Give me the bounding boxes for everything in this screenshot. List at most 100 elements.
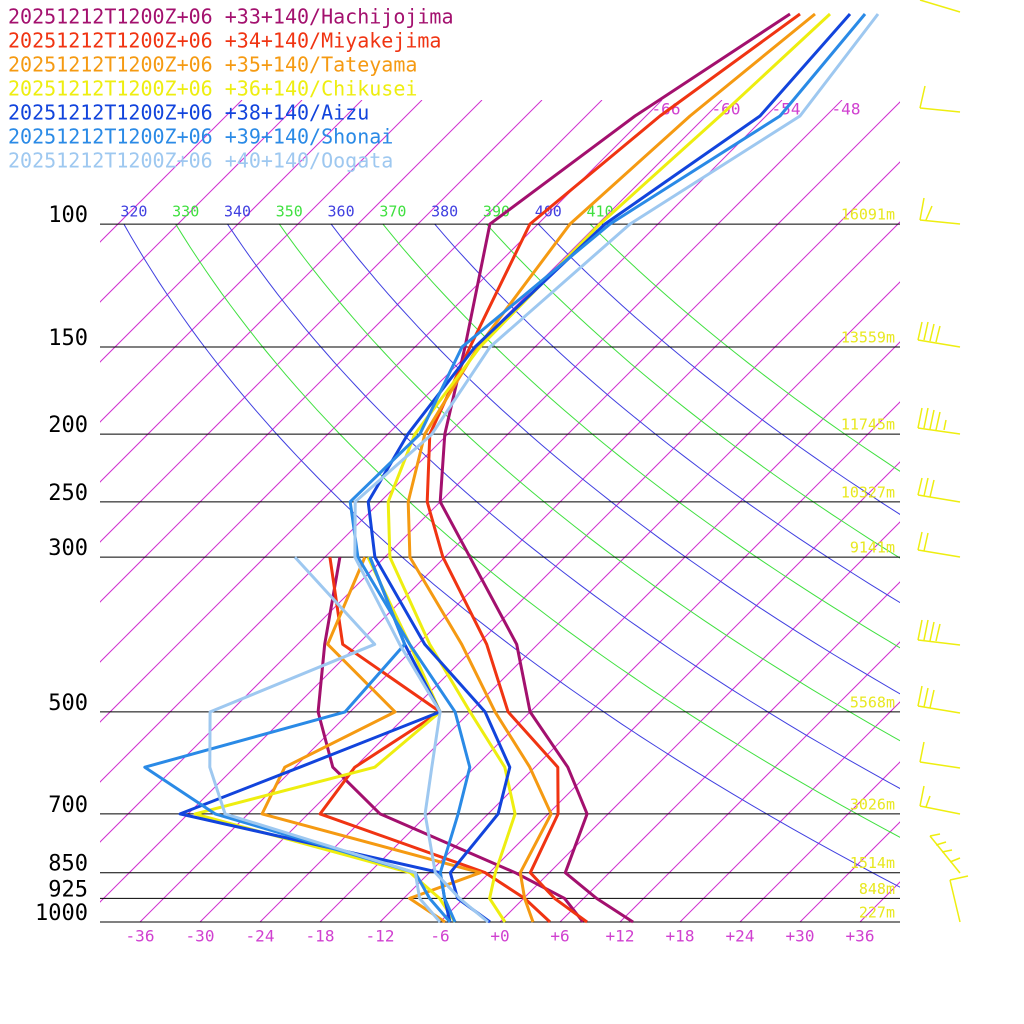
isotherm (739, 761, 900, 922)
adiabat-label: 370 (379, 203, 406, 221)
legend-entry: 20251212T1200Z+06 +38+140/Aizu (8, 101, 369, 125)
dewpoint-line (208, 556, 442, 923)
isotherm (199, 221, 900, 922)
legend: 20251212T1200Z+06 +33+140/Hachijojima202… (8, 5, 454, 173)
y-tick-label: 100 (48, 203, 88, 228)
x-tick-label: +24 (726, 927, 755, 946)
adiabat (382, 223, 900, 649)
height-label: 5568m (850, 693, 895, 711)
x-tick-label: +6 (550, 927, 569, 946)
dewpoint-line (193, 556, 457, 923)
adiabat (278, 223, 900, 742)
isotherm-label: -66 (652, 100, 681, 119)
legend-entry: 20251212T1200Z+06 +35+140/Tateyama (8, 53, 417, 77)
x-tick-label: -30 (186, 927, 215, 946)
legend-entry: 20251212T1200Z+06 +33+140/Hachijojima (8, 5, 454, 29)
adiabat (486, 223, 900, 559)
y-tick-label: 200 (48, 413, 88, 438)
height-label: 13559m (841, 328, 895, 346)
x-tick-label: +36 (846, 927, 875, 946)
wind-barb (929, 833, 961, 874)
temperature-line (406, 12, 816, 923)
dewpoint-line (143, 556, 452, 923)
wind-barb (919, 0, 961, 13)
isotherm (100, 100, 423, 423)
y-tick-label: 925 (48, 877, 88, 902)
isotherm (259, 281, 900, 922)
y-tick-label: 250 (48, 481, 88, 506)
x-tick-label: -36 (126, 927, 155, 946)
temperature-line (425, 12, 801, 924)
wind-barb (949, 875, 969, 923)
x-tick-label: -12 (366, 927, 395, 946)
y-tick-label: 150 (48, 326, 88, 351)
wind-barb (919, 85, 961, 113)
isotherm (499, 521, 900, 922)
isotherm (619, 641, 900, 922)
x-tick-label: -6 (430, 927, 449, 946)
isotherm (559, 581, 900, 922)
x-tick-label: +12 (606, 927, 635, 946)
x-tick-label: -24 (246, 927, 275, 946)
x-tick-label: +0 (490, 927, 509, 946)
legend-entry: 20251212T1200Z+06 +40+140/Oogata (8, 149, 393, 173)
wind-barb (919, 785, 961, 815)
isotherm (100, 100, 483, 483)
y-tick-label: 300 (48, 536, 88, 561)
height-label: 11745m (841, 416, 895, 434)
isotherm (319, 341, 900, 922)
isotherm (100, 100, 543, 543)
x-tick-label: -18 (306, 927, 335, 946)
y-tick-label: 850 (48, 852, 88, 877)
adiabat-label: 380 (431, 203, 458, 221)
isotherm (100, 100, 723, 723)
wind-barbs (917, 0, 969, 923)
y-tick-label: 700 (48, 793, 88, 818)
dewpoint-line (316, 556, 585, 923)
adiabat-label: 350 (276, 203, 303, 221)
isotherm (100, 100, 243, 243)
dewpoint-line (318, 556, 552, 924)
adiabat (434, 223, 900, 604)
y-tick-label: 1000 (35, 901, 88, 926)
wind-barb (917, 407, 961, 435)
wind-barb (917, 477, 961, 503)
adiabat-label: 360 (328, 203, 355, 221)
height-label: 16091m (841, 206, 895, 224)
temperature-line (386, 12, 832, 923)
adiabat-label: 340 (224, 203, 251, 221)
temperature-line (438, 12, 791, 924)
wind-barb (917, 685, 961, 714)
adiabat-label: 330 (172, 203, 199, 221)
isotherm (439, 461, 900, 922)
isotherm (100, 100, 603, 603)
dewpoint-line (260, 556, 482, 924)
y-tick-label: 500 (48, 691, 88, 716)
height-label: 227m (859, 904, 895, 922)
height-label: 1514m (850, 854, 895, 872)
isotherm (100, 100, 303, 303)
wind-barb (919, 741, 961, 769)
wind-barb (917, 321, 961, 348)
temperature-line (353, 13, 880, 924)
isotherm (100, 100, 363, 363)
height-label: 848m (859, 880, 895, 898)
x-tick-label: +18 (666, 927, 695, 946)
isotherm (100, 100, 783, 783)
legend-entry: 20251212T1200Z+06 +34+140/Miyakejima (8, 29, 441, 53)
isotherm-label: -48 (832, 100, 861, 119)
isotherm (379, 401, 900, 922)
isotherm (679, 701, 900, 922)
legend-entry: 20251212T1200Z+06 +36+140/Chikusei (8, 77, 417, 101)
legend-entry: 20251212T1200Z+06 +39+140/Shonai (8, 125, 393, 149)
adiabat (589, 223, 900, 472)
x-tick-label: +30 (786, 927, 815, 946)
adiabat-group (123, 223, 900, 888)
adiabat (227, 223, 900, 790)
height-label: 9141m (850, 539, 895, 557)
height-label: 3026m (850, 795, 895, 813)
adiabat-label: 320 (120, 203, 147, 221)
wind-barb (917, 619, 961, 646)
